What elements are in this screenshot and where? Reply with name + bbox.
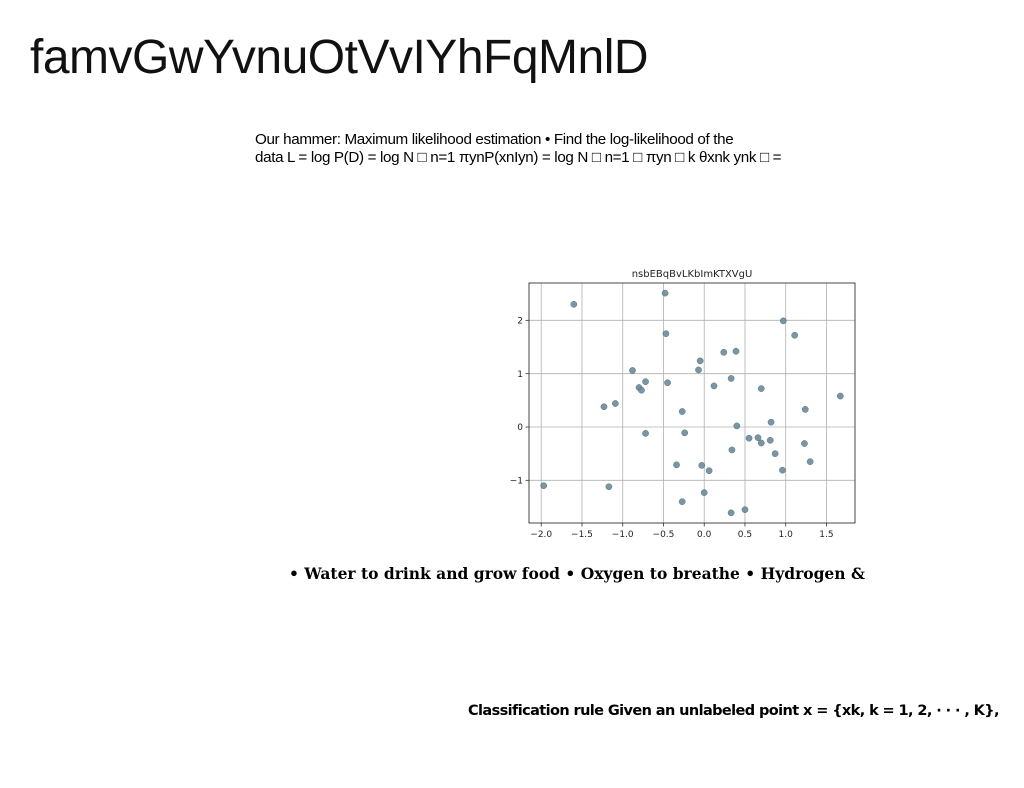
scatter-point: [638, 386, 645, 394]
scatter-point: [540, 482, 548, 490]
scatter-point: [757, 439, 765, 447]
scatter-plot-svg: nsbEBqBvLKbImKTXVgU −2.0 −1.5 −1.0 −0.5 0.0 0.…: [510, 269, 856, 540]
scatter-point: [695, 366, 702, 374]
scatter-point: [710, 382, 718, 390]
scatter-point: [767, 418, 775, 426]
x-tick-label: −1.0: [612, 530, 634, 540]
x-tick-label: 0.5: [738, 530, 752, 540]
scatter-point: [642, 378, 649, 386]
scatter-chart: nsbEBqBvLKbImKTXVgU −2.0 −1.5 −1.0 −0.5 0.0 0.…: [500, 262, 870, 542]
x-tick-label: −1.5: [571, 530, 593, 540]
scatter-point: [698, 462, 706, 469]
scatter-point: [733, 422, 741, 430]
resources-bullet-list: • Water to drink and grow food • Oxygen …: [289, 564, 865, 583]
scatter-point: [605, 483, 613, 491]
scatter-point: [727, 509, 735, 517]
scatter-point: [791, 331, 799, 339]
scatter-point: [720, 348, 728, 356]
y-tick-label: 1: [517, 370, 523, 380]
page-title: famvGwYvnuOtVvIYhFqMnlD: [30, 31, 649, 84]
scatter-point: [732, 347, 740, 355]
scatter-point: [771, 450, 779, 458]
classification-rule-text: Classification rule Given an unlabeled p…: [468, 703, 1000, 719]
scatter-point: [754, 434, 762, 442]
y-tick-label: −1: [510, 477, 523, 487]
scatter-point: [741, 506, 749, 514]
x-tick-label: −0.5: [653, 530, 675, 540]
scatter-point: [678, 498, 686, 506]
scatter-point: [662, 330, 670, 338]
scatter-point: [757, 385, 765, 392]
scatter-point: [801, 440, 808, 447]
mle-paragraph-line-1: Our hammer: Maximum likelihood estimatio…: [255, 131, 734, 148]
scatter-point: [779, 466, 786, 474]
scatter-point: [728, 446, 736, 454]
mle-paragraph-line-2: data L = log P(D) = log N □ n=1 πynP(xnI…: [255, 149, 782, 166]
y-tick-label: 0: [517, 423, 523, 433]
scatter-point: [661, 289, 669, 297]
chart-title: nsbEBqBvLKbImKTXVgU: [632, 269, 753, 280]
scatter-point: [642, 430, 649, 437]
scatter-point: [612, 400, 619, 407]
scatter-point: [836, 392, 844, 400]
scatter-point: [745, 434, 753, 442]
scatter-point: [700, 489, 708, 496]
x-tick-label: 1.5: [819, 530, 833, 540]
scatter-point: [779, 317, 787, 325]
scatter-point: [727, 375, 735, 382]
x-tick-label: −2.0: [530, 530, 552, 540]
scatter-point: [673, 461, 680, 469]
x-tick-label: 1.0: [779, 530, 794, 540]
scatter-point: [801, 406, 809, 413]
scatter-point: [629, 367, 636, 374]
x-tick-label: 0.0: [697, 530, 712, 540]
scatter-point: [681, 429, 689, 437]
y-tick-label: 2: [517, 317, 523, 327]
scatter-point: [696, 357, 704, 365]
scatter-point: [570, 300, 578, 308]
scatter-point: [600, 403, 608, 411]
scatter-point: [766, 436, 774, 444]
mle-paragraph: Our hammer: Maximum likelihood estimatio…: [255, 131, 875, 167]
scatter-point: [678, 408, 686, 415]
plot-frame: [528, 282, 856, 524]
scatter-point: [705, 467, 713, 475]
scatter-point: [664, 379, 671, 387]
scatter-point: [806, 458, 814, 466]
